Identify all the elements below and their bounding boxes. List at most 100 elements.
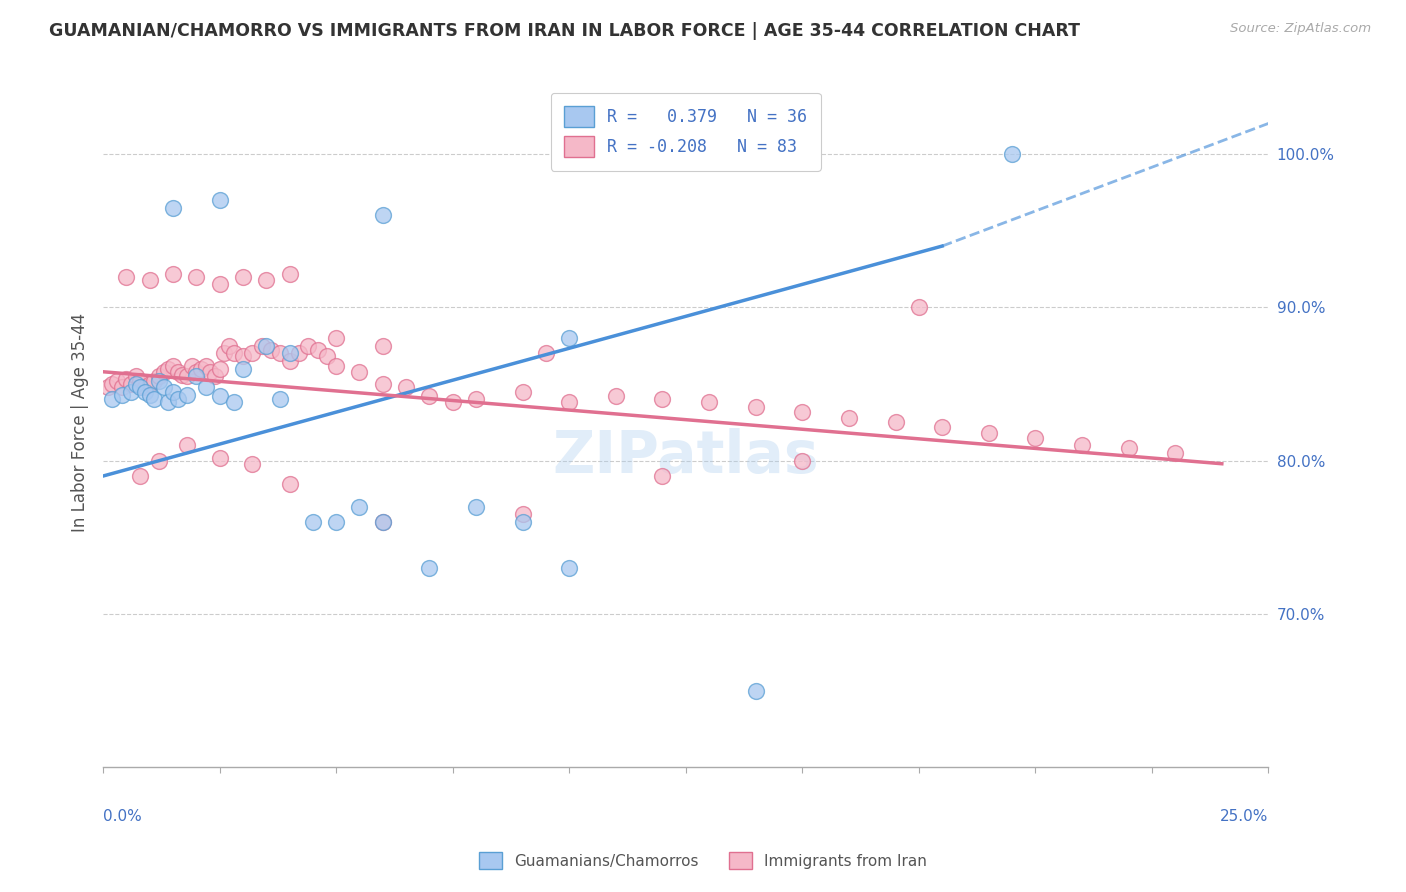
Point — [162, 359, 184, 373]
Legend: Guamanians/Chamorros, Immigrants from Iran: Guamanians/Chamorros, Immigrants from Ir… — [472, 846, 934, 875]
Point — [792, 404, 814, 418]
Point — [101, 392, 124, 407]
Point — [371, 377, 394, 392]
Point — [232, 269, 254, 284]
Point — [105, 374, 128, 388]
Point — [302, 515, 325, 529]
Point — [325, 359, 347, 373]
Point — [214, 346, 236, 360]
Point — [744, 683, 766, 698]
Point — [218, 339, 240, 353]
Point — [134, 380, 156, 394]
Point — [240, 457, 263, 471]
Point — [278, 476, 301, 491]
Point — [162, 267, 184, 281]
Point — [512, 384, 534, 399]
Point — [418, 389, 440, 403]
Point — [1024, 431, 1046, 445]
Point — [278, 346, 301, 360]
Point — [349, 365, 371, 379]
Point — [111, 388, 134, 402]
Point — [120, 384, 142, 399]
Point — [176, 369, 198, 384]
Point — [222, 395, 245, 409]
Point — [605, 389, 627, 403]
Point — [129, 374, 152, 388]
Point — [278, 354, 301, 368]
Point — [1001, 147, 1024, 161]
Point — [148, 369, 170, 384]
Point — [744, 400, 766, 414]
Point — [129, 380, 152, 394]
Point — [115, 372, 138, 386]
Y-axis label: In Labor Force | Age 35-44: In Labor Force | Age 35-44 — [72, 313, 89, 532]
Point — [307, 343, 329, 358]
Point — [395, 380, 418, 394]
Point — [157, 361, 180, 376]
Point — [157, 395, 180, 409]
Point — [792, 453, 814, 467]
Point — [186, 365, 208, 379]
Point — [134, 384, 156, 399]
Point — [254, 339, 277, 353]
Point — [512, 508, 534, 522]
Point — [208, 389, 231, 403]
Point — [325, 331, 347, 345]
Point — [441, 395, 464, 409]
Point — [204, 369, 226, 384]
Point — [208, 193, 231, 207]
Point — [465, 500, 488, 514]
Point — [931, 420, 953, 434]
Text: 0.0%: 0.0% — [103, 809, 142, 823]
Point — [101, 377, 124, 392]
Point — [162, 201, 184, 215]
Text: GUAMANIAN/CHAMORRO VS IMMIGRANTS FROM IRAN IN LABOR FORCE | AGE 35-44 CORRELATIO: GUAMANIAN/CHAMORRO VS IMMIGRANTS FROM IR… — [49, 22, 1080, 40]
Point — [884, 415, 907, 429]
Point — [315, 350, 337, 364]
Point — [152, 380, 174, 394]
Point — [250, 339, 273, 353]
Point — [166, 392, 188, 407]
Point — [908, 301, 931, 315]
Point — [143, 392, 166, 407]
Point — [288, 346, 311, 360]
Point — [120, 377, 142, 392]
Point — [1071, 438, 1094, 452]
Point — [651, 469, 673, 483]
Point — [260, 343, 283, 358]
Text: 25.0%: 25.0% — [1220, 809, 1268, 823]
Point — [297, 339, 319, 353]
Text: Source: ZipAtlas.com: Source: ZipAtlas.com — [1230, 22, 1371, 36]
Point — [512, 515, 534, 529]
Point — [97, 380, 120, 394]
Point — [176, 388, 198, 402]
Point — [152, 365, 174, 379]
Point — [558, 395, 581, 409]
Point — [371, 515, 394, 529]
Point — [172, 368, 194, 382]
Point — [838, 410, 860, 425]
Point — [465, 392, 488, 407]
Point — [371, 208, 394, 222]
Point — [697, 395, 720, 409]
Point — [651, 392, 673, 407]
Point — [139, 273, 162, 287]
Point — [325, 515, 347, 529]
Point — [232, 361, 254, 376]
Point — [208, 450, 231, 465]
Point — [176, 438, 198, 452]
Point — [254, 273, 277, 287]
Point — [162, 384, 184, 399]
Point — [186, 269, 208, 284]
Point — [977, 426, 1000, 441]
Point — [349, 500, 371, 514]
Point — [129, 469, 152, 483]
Point — [180, 359, 202, 373]
Point — [371, 515, 394, 529]
Point — [148, 453, 170, 467]
Point — [1118, 442, 1140, 456]
Point — [125, 377, 148, 392]
Point — [240, 346, 263, 360]
Point — [115, 269, 138, 284]
Text: ZIPatlas: ZIPatlas — [553, 428, 820, 485]
